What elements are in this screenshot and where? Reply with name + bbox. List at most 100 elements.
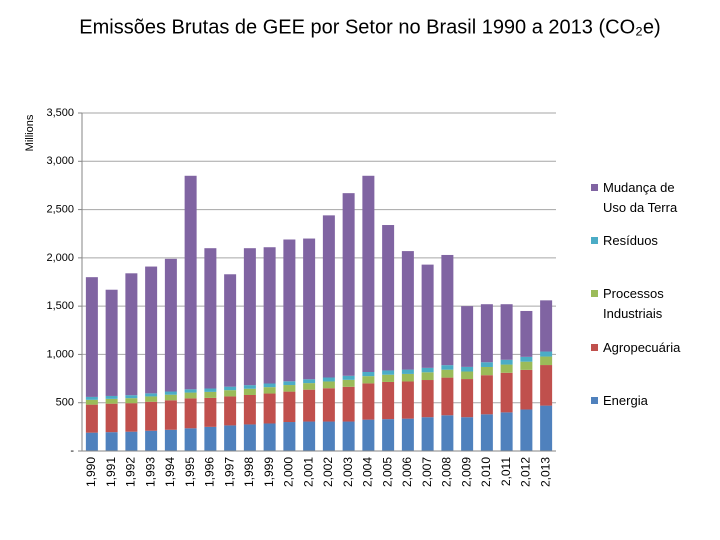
y-tick-label: 1,000 [46, 348, 74, 360]
bar-segment [362, 376, 375, 384]
bar-segment [303, 389, 316, 422]
bar-segment [263, 393, 276, 424]
bar-segment [540, 356, 553, 366]
bar-segment [303, 238, 316, 380]
bar-segment [125, 403, 138, 432]
bar-segment [105, 395, 118, 399]
bar-segment [283, 239, 296, 382]
bar-segment [125, 398, 138, 404]
x-tick-label: 2,010 [479, 457, 493, 487]
bar-segment [520, 310, 533, 357]
y-tick-label: 3,000 [46, 155, 74, 167]
bar-segment [500, 412, 513, 451]
bar-segment [243, 385, 256, 389]
legend-swatch [591, 397, 598, 404]
bar-segment [164, 391, 177, 395]
bar-segment [243, 388, 256, 395]
bar-segment [461, 366, 474, 372]
bar-segment [322, 381, 335, 389]
bar-segment [362, 372, 375, 377]
bar-segment [342, 386, 355, 422]
x-tick-label: 2,012 [519, 457, 533, 487]
x-tick-label: 1,997 [222, 457, 236, 487]
x-tick-label: 2,000 [282, 457, 296, 487]
bar-segment [401, 418, 414, 451]
x-tick-label: 2,011 [499, 457, 513, 486]
legend-item: Processos Industriais [591, 284, 701, 324]
bar-segment [480, 304, 493, 363]
bar-segment [441, 254, 454, 366]
bar-segment [184, 389, 197, 393]
bar-segment [85, 396, 98, 400]
legend-swatch [591, 290, 598, 297]
bar-segment [145, 393, 158, 397]
bar-segment [480, 375, 493, 415]
bar-segment [85, 404, 98, 433]
bar-segment [540, 405, 553, 451]
legend-label: Agropecuária [603, 340, 681, 355]
bar-segment [204, 391, 217, 398]
x-tick-label: 2,004 [361, 457, 375, 487]
bar-segment [480, 414, 493, 451]
bar-segment [283, 385, 296, 392]
bar-segment [480, 366, 493, 376]
bar-segment [342, 193, 355, 376]
bar-segment [342, 421, 355, 451]
bar-segment [362, 383, 375, 420]
bar-segment [85, 399, 98, 405]
bar-segment [145, 430, 158, 451]
legend-swatch [591, 237, 598, 244]
bar-segment [184, 428, 197, 451]
bar-segment [382, 225, 395, 371]
bar-segment [500, 359, 513, 365]
x-tick-label: 1,995 [183, 457, 197, 487]
x-tick-label: 2,009 [459, 457, 473, 487]
y-tick-label: 2,000 [46, 252, 74, 264]
bar-segment [145, 401, 158, 431]
bar-segment [382, 370, 395, 375]
bar-segment [441, 415, 454, 451]
y-tick-label: 3,500 [46, 107, 74, 119]
bar-segment [322, 377, 335, 382]
bar-segment [204, 426, 217, 451]
bar-segment [243, 248, 256, 386]
bar-segment [263, 387, 276, 394]
bar-segment [441, 369, 454, 378]
bar-segment [204, 248, 217, 389]
x-tick-label: 1,990 [84, 457, 98, 487]
bar-segment [461, 306, 474, 367]
bar-segment [303, 379, 316, 384]
bar-segment [441, 365, 454, 370]
bar-segment [184, 175, 197, 390]
bar-segment [224, 390, 237, 397]
bar-segment [401, 369, 414, 374]
bar-segment [421, 264, 434, 368]
x-tick-label: 2,005 [380, 457, 394, 487]
bar-segment [500, 304, 513, 360]
bar-segment [105, 403, 118, 433]
bar-segment [401, 373, 414, 382]
bar-segment [382, 419, 395, 451]
bar-segment [184, 392, 197, 399]
bar-segment [85, 277, 98, 397]
legend-label: Mudança de Uso da Terra [603, 180, 678, 215]
bar-segment [85, 432, 98, 451]
bar-segment [263, 423, 276, 451]
bar-segment [164, 429, 177, 451]
bar-segment [362, 419, 375, 451]
bar-segment [224, 386, 237, 391]
x-tick-label: 2,006 [400, 457, 414, 487]
y-tick-label: 2,500 [46, 203, 74, 215]
bar-segment [461, 379, 474, 418]
x-tick-label: 1,994 [163, 457, 177, 487]
bar-segment [224, 425, 237, 451]
bar-segment [520, 409, 533, 451]
x-tick-label: 2,001 [301, 457, 315, 487]
bar-segment [382, 381, 395, 420]
legend-swatch [591, 184, 598, 191]
bar-segment [342, 379, 355, 387]
x-tick-label: 1,993 [143, 457, 157, 487]
bar-segment [421, 367, 434, 373]
